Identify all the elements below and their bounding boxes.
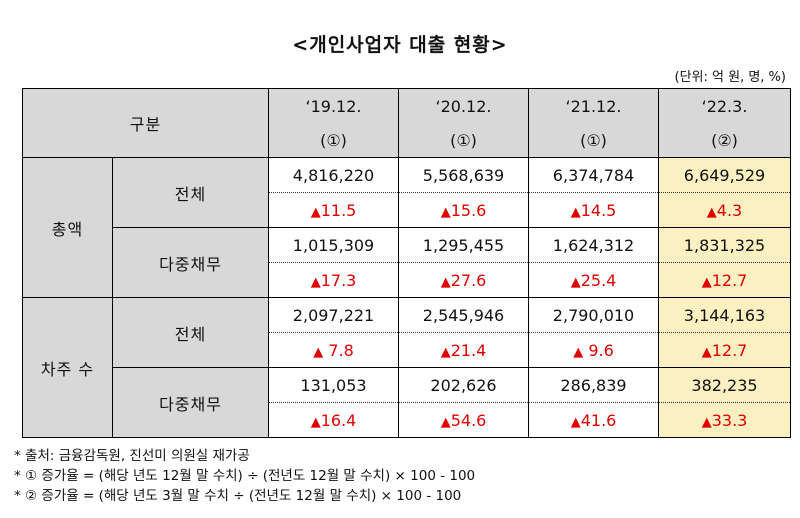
value-cell: 3,144,163: [658, 297, 792, 333]
value-cell: 1,295,455: [398, 227, 530, 263]
increase-triangle-icon: ▲: [440, 274, 451, 290]
loan-status-table: 구분 ‘19.12. ‘20.12. ‘21.12. ‘22.3. (①) (①…: [21, 88, 792, 438]
table-row: 총액 전체 4,816,220 5,568,639 6,374,784 6,64…: [22, 157, 792, 298]
rate-value: 54.6: [450, 410, 487, 430]
header-year: ‘19.12.: [268, 88, 400, 123]
rate-value: 7.8: [323, 340, 354, 360]
increase-triangle-icon: ▲: [706, 204, 717, 220]
value-cell: 286,839: [528, 367, 660, 403]
group-label: 총액: [22, 157, 113, 298]
value-cell: 1,015,309: [268, 227, 400, 263]
table-row: 다중채무 131,053 202,626 286,839 382,235: [23, 367, 792, 438]
row-label: 다중채무: [111, 367, 270, 438]
value-cell: 4,816,220: [268, 157, 400, 193]
value-cell: 5,568,639: [398, 157, 530, 193]
increase-triangle-icon: ▲: [570, 274, 581, 290]
increase-triangle-icon: ▲: [701, 414, 712, 430]
increase-triangle-icon: ▲: [701, 344, 712, 360]
rate-value: 14.5: [580, 200, 617, 220]
increase-triangle-icon: ▲: [310, 274, 321, 290]
rate-value: 25.4: [580, 270, 617, 290]
rate-value: 12.7: [711, 270, 748, 290]
rate-value: 4.3: [716, 200, 743, 220]
footnote-formula-1: * ① 증가율 = (해당 년도 12월 말 수치) ÷ (전년도 12월 말 …: [14, 468, 476, 484]
rate-value: 27.6: [450, 270, 487, 290]
rate-value: 17.3: [320, 270, 357, 290]
rate-value: 15.6: [450, 200, 487, 220]
rate-cell: ▲25.4: [528, 262, 660, 298]
header-year: ‘22.3.: [658, 88, 792, 123]
rate-cell: ▲17.3: [268, 262, 400, 298]
footnote-source: * 출처: 금융감독원, 진선미 의원실 재가공: [14, 448, 250, 464]
rate-value: 16.4: [320, 410, 357, 430]
table-row: ▲11.5 ▲15.6 ▲14.5 ▲4.3: [23, 192, 792, 228]
value-cell: 382,235: [658, 367, 792, 403]
footnotes: * 출처: 금융감독원, 진선미 의원실 재가공 * ① 증가율 = (해당 년…: [14, 446, 475, 506]
increase-triangle-icon: ▲: [440, 344, 451, 360]
table-title: <개인사업자 대출 현황>: [292, 34, 508, 56]
rate-cell: ▲54.6: [398, 402, 530, 438]
increase-triangle-icon: ▲: [313, 344, 324, 360]
rate-cell: ▲33.3: [658, 402, 792, 438]
value-cell: 6,374,784: [528, 157, 660, 193]
increase-triangle-icon: ▲: [573, 344, 584, 360]
header-row-marks: (①) (①) (①) (②): [23, 123, 792, 158]
value-cell: 2,097,221: [268, 297, 400, 333]
value-cell: 202,626: [398, 367, 530, 403]
rate-cell: ▲11.5: [268, 192, 400, 228]
group-label: 차주 수: [22, 297, 113, 438]
row-label: 전체: [111, 157, 270, 228]
rate-cell: ▲ 9.6: [528, 332, 660, 368]
row-label: 전체: [111, 297, 270, 368]
rate-cell: ▲4.3: [658, 192, 792, 228]
rate-value: 9.6: [583, 340, 614, 360]
rate-cell: ▲ 7.8: [268, 332, 400, 368]
table-row: ▲ 7.8 ▲21.4 ▲ 9.6 ▲12.7: [23, 332, 792, 368]
value-cell: 2,790,010: [528, 297, 660, 333]
value-cell: 6,649,529: [658, 157, 792, 193]
value-cell: 2,545,946: [398, 297, 530, 333]
increase-triangle-icon: ▲: [310, 204, 321, 220]
header-year: ‘21.12.: [528, 88, 660, 123]
table-row: 차주 수 전체 2,097,221 2,545,946 2,790,010 3,…: [22, 297, 792, 438]
header-mark: (①): [398, 123, 530, 158]
rate-value: 41.6: [580, 410, 617, 430]
rate-cell: ▲27.6: [398, 262, 530, 298]
header-mark: (①): [268, 123, 400, 158]
table-row: 다중채무 1,015,309 1,295,455 1,624,312 1,831…: [23, 227, 792, 298]
unit-label: (단위: 억 원, 명, %): [674, 70, 786, 85]
rate-cell: ▲16.4: [268, 402, 400, 438]
footnote-formula-2: * ② 증가율 = (해당 년도 3월 말 수치 ÷ (전년도 12월 말 수치…: [14, 488, 462, 504]
value-cell: 1,831,325: [658, 227, 792, 263]
increase-triangle-icon: ▲: [570, 414, 581, 430]
increase-triangle-icon: ▲: [570, 204, 581, 220]
header-mark: (①): [528, 123, 660, 158]
rate-cell: ▲21.4: [398, 332, 530, 368]
rate-cell: ▲12.7: [658, 332, 792, 368]
header-mark: (②): [658, 123, 792, 158]
rate-value: 11.5: [320, 200, 357, 220]
rate-cell: ▲12.7: [658, 262, 792, 298]
value-cell: 1,624,312: [528, 227, 660, 263]
table-row: ▲16.4 ▲54.6 ▲41.6 ▲33.3: [23, 402, 792, 438]
rate-cell: ▲14.5: [528, 192, 660, 228]
rate-cell: ▲41.6: [528, 402, 660, 438]
rate-value: 12.7: [711, 340, 748, 360]
rate-value: 21.4: [450, 340, 487, 360]
increase-triangle-icon: ▲: [310, 414, 321, 430]
increase-triangle-icon: ▲: [440, 204, 451, 220]
increase-triangle-icon: ▲: [701, 274, 712, 290]
value-cell: 131,053: [268, 367, 400, 403]
rate-value: 33.3: [711, 410, 748, 430]
header-category: 구분: [21, 88, 270, 158]
row-label: 다중채무: [111, 227, 270, 298]
increase-triangle-icon: ▲: [440, 414, 451, 430]
rate-cell: ▲15.6: [398, 192, 530, 228]
header-row-years: 구분 ‘19.12. ‘20.12. ‘21.12. ‘22.3.: [21, 88, 792, 158]
header-year: ‘20.12.: [398, 88, 530, 123]
